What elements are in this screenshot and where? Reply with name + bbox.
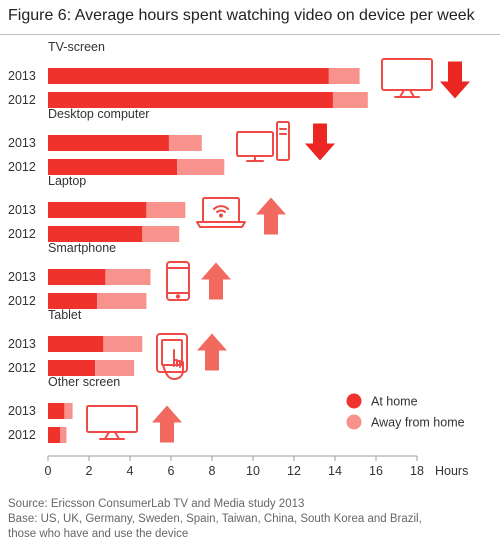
bar-at-home — [48, 135, 169, 151]
year-label: 2012 — [8, 93, 36, 107]
year-label: 2013 — [8, 203, 36, 217]
x-tick-label: 16 — [369, 464, 383, 478]
bar-away-from-home — [177, 159, 225, 175]
trend-up-arrow-icon — [152, 405, 182, 443]
bar-at-home — [48, 403, 65, 419]
year-label: 2012 — [8, 361, 36, 375]
monitor-icon — [86, 405, 138, 440]
year-label: 2013 — [8, 136, 36, 150]
group-label: TV-screen — [48, 40, 105, 54]
bar-away-from-home — [332, 92, 368, 108]
bar-at-home — [48, 427, 61, 443]
bar-away-from-home — [168, 135, 202, 151]
year-label: 2012 — [8, 428, 36, 442]
trend-down-arrow-icon — [440, 61, 470, 99]
desktop-computer-icon — [236, 121, 290, 162]
bar-away-from-home — [60, 427, 67, 443]
legend-label: At home — [371, 395, 418, 409]
source-line: Source: Ericsson ConsumerLab TV and Medi… — [8, 498, 305, 510]
bar-at-home — [48, 159, 178, 175]
laptop-wifi-icon — [196, 197, 246, 228]
year-label: 2012 — [8, 227, 36, 241]
smartphone-icon — [166, 261, 190, 301]
bar-away-from-home — [142, 226, 180, 242]
bar-at-home — [48, 269, 106, 285]
chart-title: Figure 6: Average hours spent watching v… — [8, 7, 475, 24]
title-divider — [0, 34, 500, 35]
bar-at-home — [48, 360, 96, 376]
bar-away-from-home — [95, 360, 135, 376]
trend-up-arrow-icon — [256, 197, 286, 235]
base-line-continued: those who have and use the device — [8, 528, 189, 540]
tablet-touch-icon — [156, 333, 188, 380]
x-axis-title: Hours — [435, 464, 468, 478]
bar-away-from-home — [103, 336, 143, 352]
year-label: 2012 — [8, 294, 36, 308]
x-tick-label: 8 — [209, 464, 216, 478]
trend-down-arrow-icon — [305, 123, 335, 161]
group-label: Laptop — [48, 174, 86, 188]
trend-up-arrow-icon — [201, 262, 231, 300]
legend-label: Away from home — [371, 416, 465, 430]
bar-at-home — [48, 68, 329, 84]
bar-away-from-home — [146, 202, 186, 218]
bar-away-from-home — [64, 403, 73, 419]
bar-away-from-home — [97, 293, 147, 309]
group-label: Tablet — [48, 308, 82, 322]
bar-at-home — [48, 226, 143, 242]
bar-at-home — [48, 92, 333, 108]
x-tick-label: 6 — [168, 464, 175, 478]
bar-at-home — [48, 293, 98, 309]
x-tick-label: 14 — [328, 464, 342, 478]
year-label: 2013 — [8, 337, 36, 351]
group-label: Desktop computer — [48, 107, 149, 121]
year-label: 2013 — [8, 404, 36, 418]
bar-away-from-home — [328, 68, 360, 84]
x-tick-label: 18 — [410, 464, 424, 478]
bar-at-home — [48, 202, 147, 218]
trend-up-arrow-icon — [197, 333, 227, 371]
x-tick-label: 12 — [287, 464, 301, 478]
base-line: Base: US, UK, Germany, Sweden, Spain, Ta… — [8, 513, 422, 525]
year-label: 2012 — [8, 160, 36, 174]
legend-swatch — [346, 393, 362, 409]
legend-swatch — [346, 414, 362, 430]
year-label: 2013 — [8, 69, 36, 83]
x-tick-label: 2 — [86, 464, 93, 478]
bar-away-from-home — [105, 269, 151, 285]
year-label: 2013 — [8, 270, 36, 284]
group-label: Other screen — [48, 375, 120, 389]
bar-at-home — [48, 336, 104, 352]
x-tick-label: 0 — [45, 464, 52, 478]
source-note: Source: Ericsson ConsumerLab TV and Medi… — [8, 497, 422, 542]
x-tick-label: 4 — [127, 464, 134, 478]
x-tick-label: 10 — [246, 464, 260, 478]
tv-icon — [381, 58, 433, 98]
group-label: Smartphone — [48, 241, 116, 255]
